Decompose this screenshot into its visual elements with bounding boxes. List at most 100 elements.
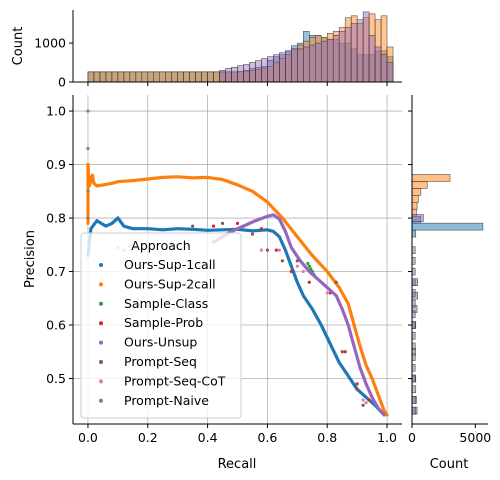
data-point [361, 398, 365, 402]
top-histogram-bar [189, 71, 196, 83]
right-histogram-bar [411, 406, 417, 415]
data-point [86, 109, 90, 113]
top-histogram-bar [279, 52, 286, 83]
data-point [289, 269, 293, 274]
data-point [235, 221, 240, 225]
data-point [259, 227, 264, 231]
top-histogram-bar [201, 71, 208, 83]
top-histogram-bar [225, 68, 232, 83]
top-histogram-bar [105, 71, 113, 83]
y-tick-label: 0.6 [46, 318, 66, 333]
data-point [191, 224, 195, 228]
data-point [367, 398, 371, 402]
series-layer [86, 109, 389, 417]
data-point [259, 248, 264, 252]
series-line [86, 216, 386, 417]
right-histogram-x-tick-label: 0 [408, 430, 416, 445]
right-histogram-bar [411, 385, 417, 393]
y-axis-label: Precision [23, 230, 38, 288]
top-histogram-bar [338, 31, 346, 83]
top-histogram-bar [255, 60, 262, 83]
data-point [86, 189, 90, 193]
data-point [295, 259, 299, 263]
series-sample-prob [211, 221, 371, 402]
top-histogram-bar [195, 71, 202, 83]
right-histogram-bar [411, 396, 417, 404]
top-histogram-bar [267, 56, 274, 83]
series-line [212, 213, 386, 417]
top-histogram-bar [386, 62, 394, 83]
data-point [306, 261, 310, 266]
data-point [274, 248, 278, 252]
legend-marker [99, 282, 103, 287]
x-tick-label: 0.6 [257, 430, 277, 445]
top-histogram-bar [309, 44, 316, 83]
right-histogram-bar [411, 188, 422, 196]
x-ticks: 0.0 0.2 0.4 0.6 0.8 1.0 [78, 424, 397, 445]
top-histogram-bar [332, 35, 340, 83]
data-point [277, 248, 281, 252]
data-point [86, 146, 90, 151]
top-histogram-bar [117, 71, 125, 83]
data-point [343, 350, 347, 354]
top-histogram-bar [207, 71, 214, 83]
top-histogram-bar [177, 71, 184, 83]
legend-marker [99, 263, 103, 267]
data-point [86, 216, 90, 220]
series-ours-sup-2call [86, 162, 389, 417]
top-histogram-bar [87, 71, 95, 83]
legend-entries: Ours-Sup-1call Ours-Sup-2call Sample-Class… [99, 257, 226, 408]
top-histogram-bar [249, 62, 256, 83]
data-point [265, 248, 270, 252]
right-histogram-bar [411, 229, 417, 238]
top-histogram-bar [123, 71, 131, 83]
top-histogram-bar [99, 71, 107, 83]
data-point [250, 232, 255, 236]
top-histogram-bar [153, 71, 160, 83]
data-point [355, 387, 359, 391]
top-histogram-bar [344, 27, 352, 83]
top-histogram-bar [129, 71, 137, 83]
right-histogram-bar [411, 202, 418, 210]
x-tick-label: 0.0 [78, 430, 98, 445]
data-point [334, 280, 338, 284]
legend-marker [99, 379, 103, 384]
data-point [280, 259, 284, 263]
x-tick-label: 0.4 [198, 430, 218, 445]
legend-label: Prompt-Seq [124, 354, 197, 369]
series-line [86, 162, 389, 417]
top-histogram-layer [87, 13, 394, 83]
top-histogram-bar [285, 50, 292, 83]
legend-label: Prompt-Seq-CoT [124, 373, 226, 388]
y-tick-label: 0.8 [46, 211, 66, 226]
x-tick-label: 0.8 [317, 430, 337, 445]
data-point [309, 267, 313, 271]
top-histogram-y-tick-label: 0 [58, 75, 66, 90]
legend-label: Prompt-Naive [124, 393, 209, 408]
top-histogram-bar [219, 70, 226, 83]
right-histogram-bar [411, 214, 424, 222]
top-histogram-bar [213, 71, 220, 83]
legend-label: Sample-Prob [124, 315, 203, 330]
legend-marker [99, 340, 103, 345]
data-point [295, 264, 299, 268]
x-tick-label: 1.0 [377, 430, 397, 445]
series-prompt-naive [86, 109, 90, 220]
y-tick-label: 0.5 [46, 371, 66, 386]
top-histogram-bars [87, 11, 394, 83]
right-histogram-bar [411, 181, 428, 189]
right-histogram-x-tick-label: 5000 [459, 430, 491, 445]
y-tick-label: 1.0 [46, 104, 66, 119]
right-histogram-bar [411, 195, 419, 203]
top-histogram-bar [159, 71, 166, 83]
legend-label: Sample-Class [124, 296, 208, 311]
legend-marker [99, 321, 103, 326]
data-point [220, 221, 225, 225]
top-histogram-bar [374, 46, 382, 83]
right-histogram-bar [411, 222, 484, 231]
legend-marker [99, 398, 103, 403]
top-histogram-bar [171, 71, 178, 83]
legend-label: Ours-Sup-2call [124, 276, 216, 291]
data-point [325, 291, 329, 295]
main-plot: 0.0 0.2 0.4 0.6 0.8 1.0 0.5 0.6 0.7 0.8 0.9 1.0 Re… [23, 95, 402, 472]
